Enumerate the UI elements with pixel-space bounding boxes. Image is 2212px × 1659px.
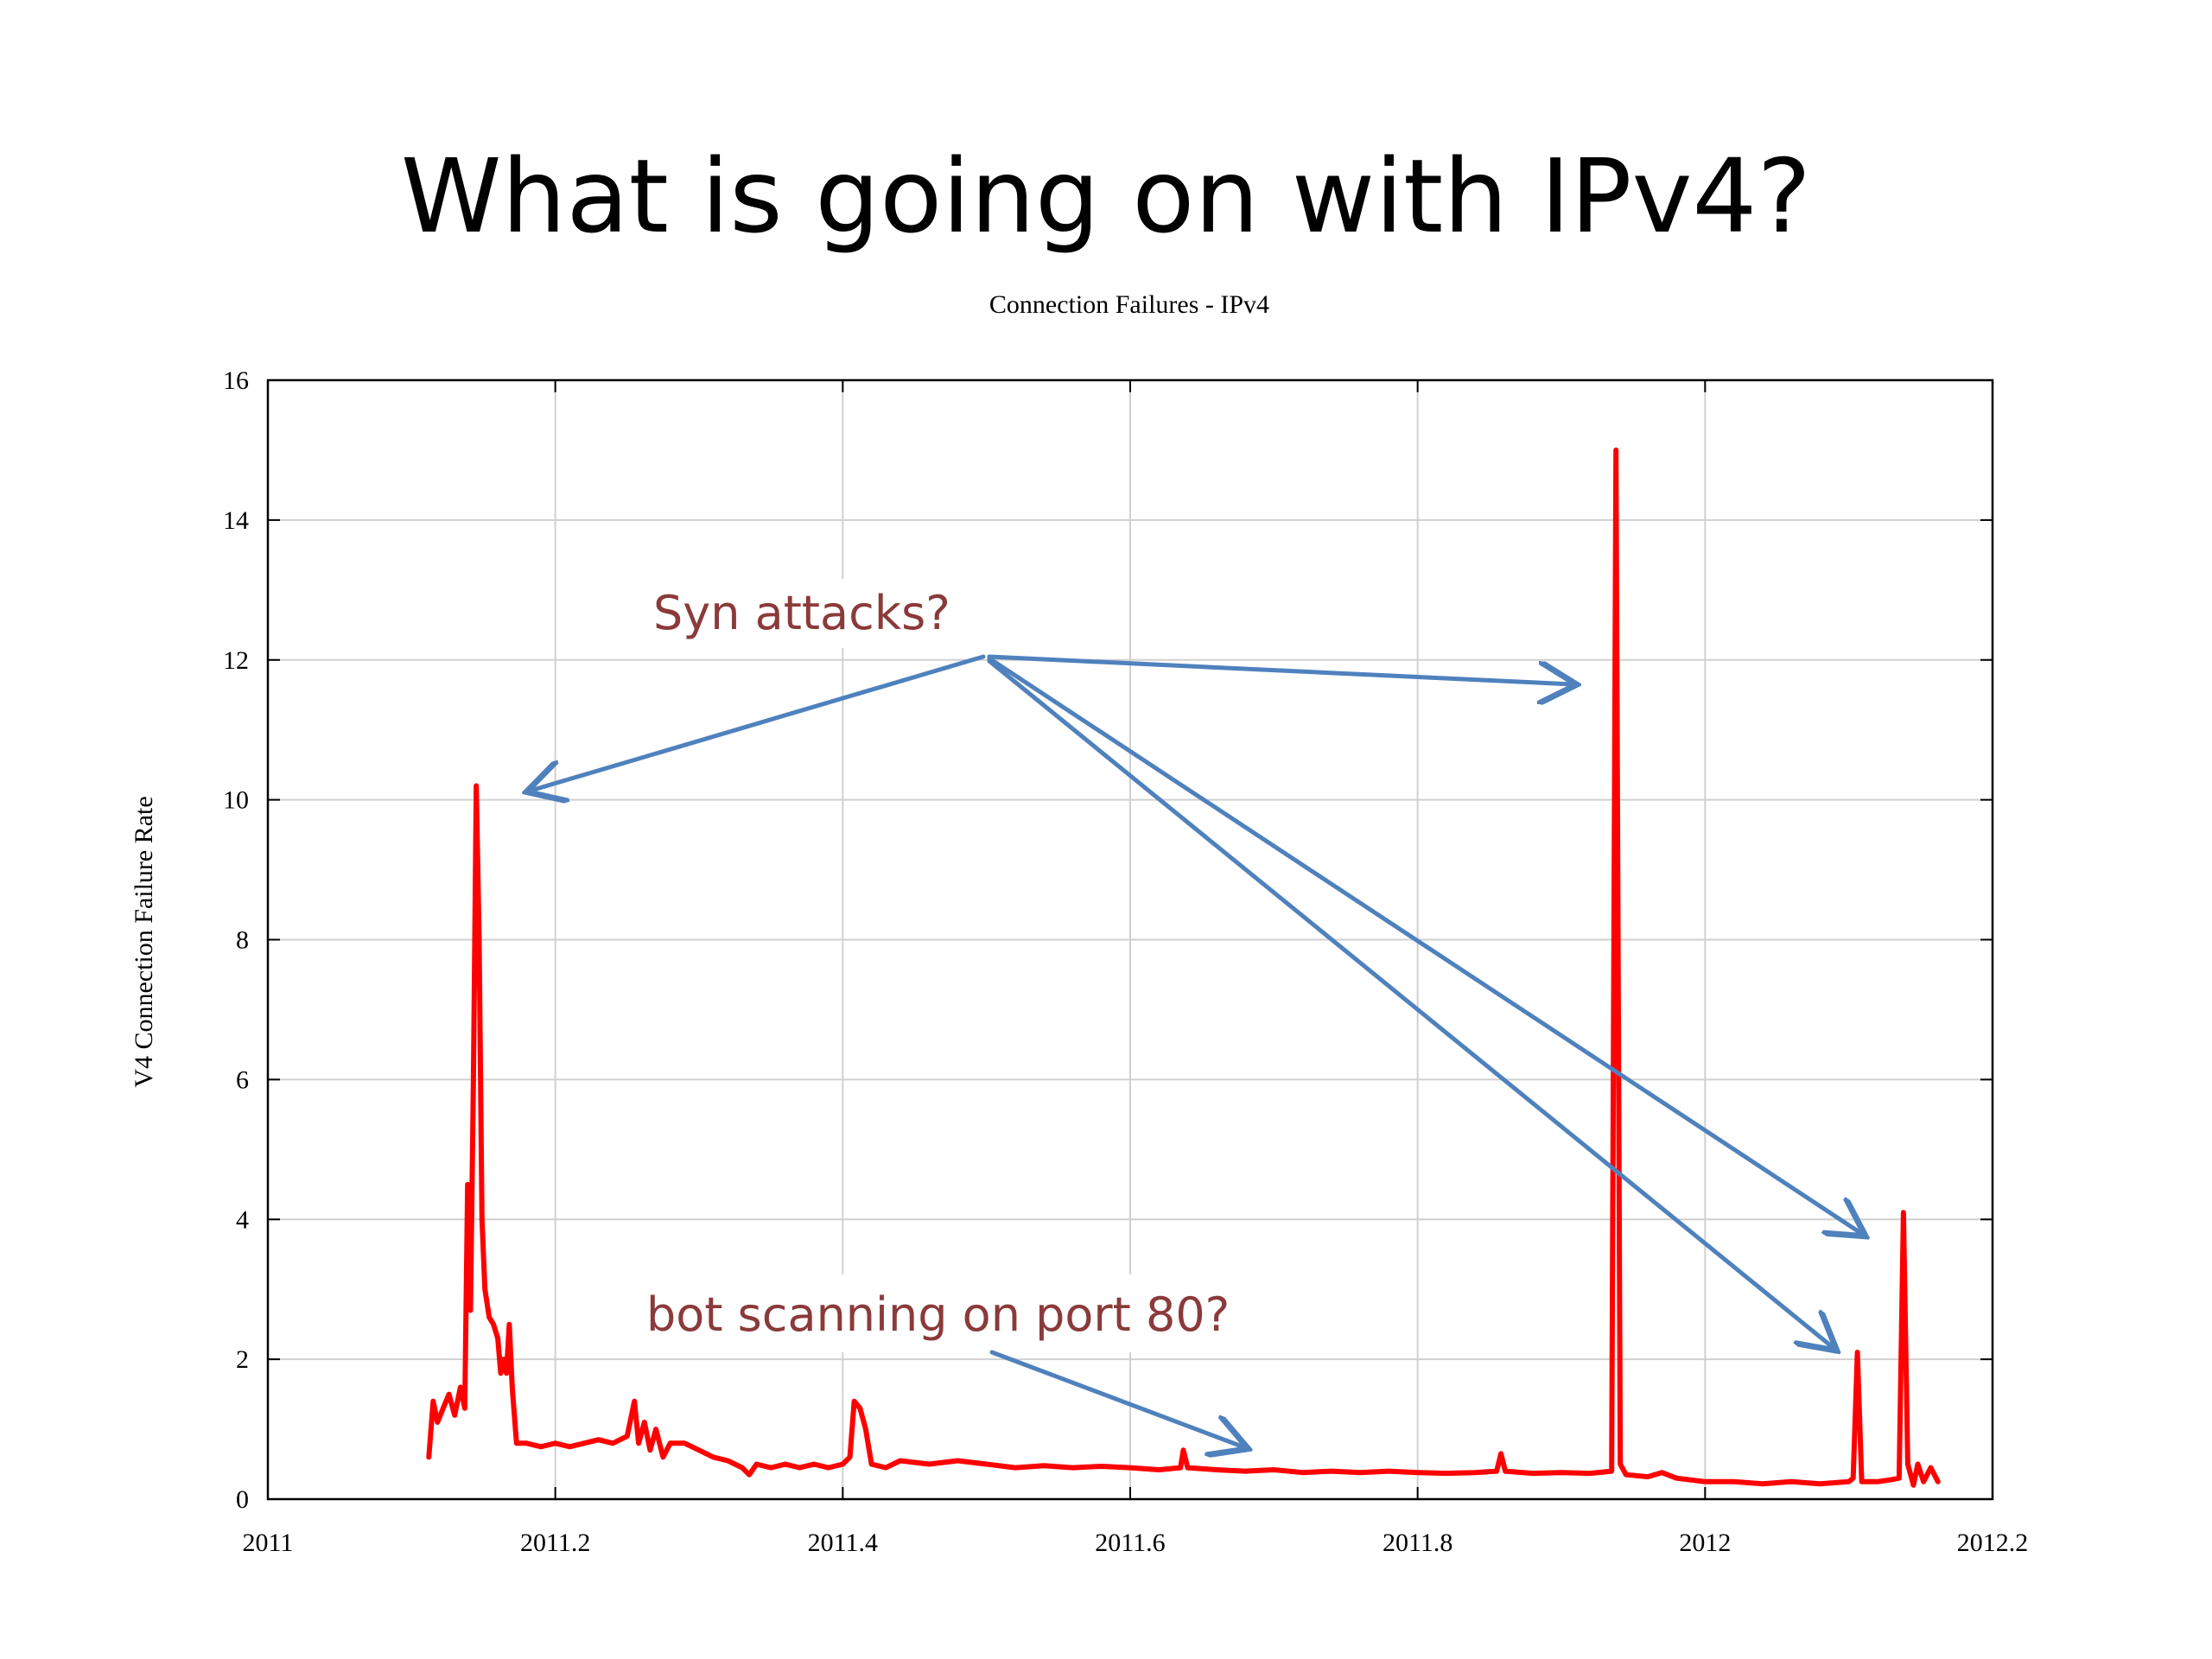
y-tick-label: 4	[236, 1205, 249, 1234]
x-tick-label: 2011.8	[1382, 1529, 1452, 1557]
y-tick-label: 8	[236, 926, 249, 955]
slide-title: What is going on with IPv4?	[400, 137, 1812, 256]
tick-labels: 2011 2011.2 2011.4 2011.6 2011.8 2012 2012.2 0 2…	[223, 366, 2028, 1557]
bot-label-bg	[631, 1274, 1391, 1352]
y-tick-label: 12	[223, 646, 249, 675]
gridlines	[268, 380, 1993, 1499]
annotations: Syn attacks? bot scanning on port 80?	[531, 579, 1862, 1447]
y-tick-label: 16	[223, 366, 249, 395]
y-tick-label: 10	[223, 786, 249, 815]
x-tick-label: 2012.2	[1957, 1529, 2029, 1557]
plot-frame	[266, 378, 1994, 1501]
x-tick-label: 2011.6	[1095, 1529, 1165, 1557]
series-line	[426, 447, 1941, 1488]
y-tick-label: 0	[236, 1485, 249, 1514]
y-axis-label: V4 Connection Failure Rate	[130, 796, 158, 1087]
y-tick-label: 6	[236, 1065, 249, 1094]
x-tick-label: 2012	[1679, 1529, 1731, 1557]
x-tick-label: 2011.2	[520, 1529, 590, 1557]
arrow-to-fourth-spike	[987, 656, 1862, 1234]
series-layer	[426, 447, 1941, 1488]
syn-attacks-label: Syn attacks?	[653, 586, 950, 640]
y-tick-label: 14	[223, 506, 249, 535]
y-tick-label: 2	[236, 1345, 249, 1374]
x-tick-label: 2011	[243, 1529, 294, 1557]
chart-title: Connection Failures - IPv4	[989, 290, 1269, 319]
syn-label-bg	[631, 579, 959, 648]
bot-scanning-label: bot scanning on port 80?	[646, 1287, 1230, 1342]
arrow-to-third-spike	[987, 658, 1834, 1348]
arrow-to-first-spike	[531, 654, 986, 791]
x-tick-label: 2011.4	[808, 1529, 878, 1557]
arrow-to-large-spike	[987, 654, 1573, 684]
arrow-to-baseline	[989, 1350, 1244, 1447]
